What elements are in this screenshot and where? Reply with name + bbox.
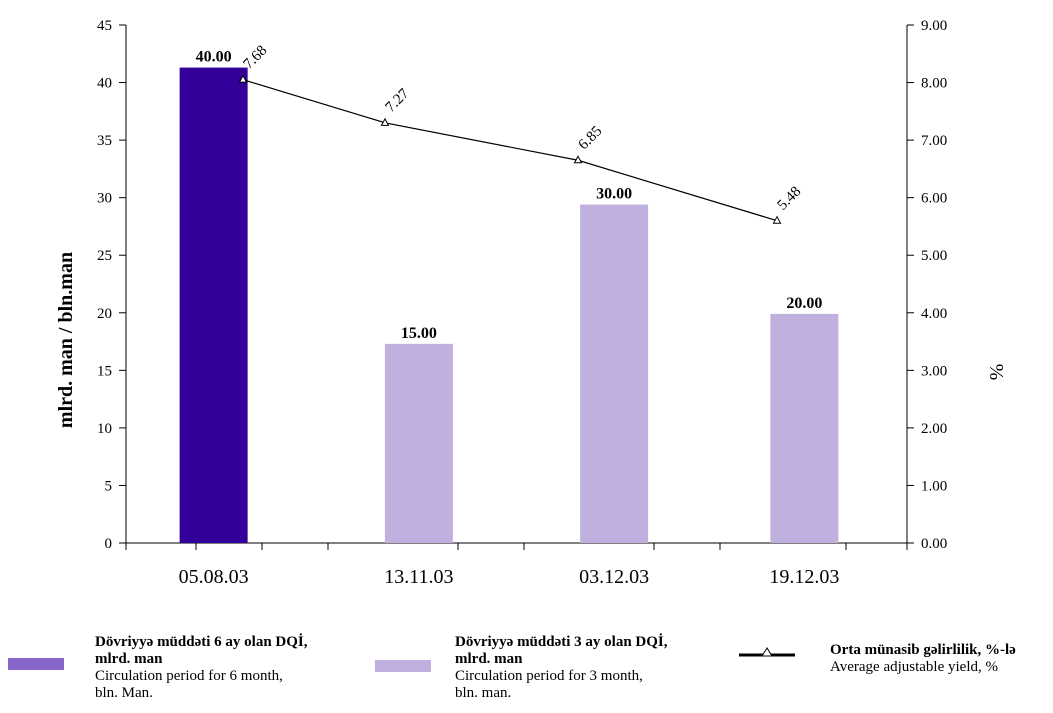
right-tick-label: 9.00	[921, 18, 947, 34]
legend-text-yield-line: Orta münasib gəlirlilik, %-lə Average ad…	[830, 642, 1016, 676]
legend-subtitle: Circulation period for 3 month,	[455, 668, 643, 684]
legend-swatch-line	[739, 647, 795, 657]
yield-point-marker	[238, 74, 248, 83]
legend-subtitle: Circulation period for 6 month,	[95, 668, 283, 684]
bar-value-label: 15.00	[401, 325, 437, 342]
left-tick-label: 30	[97, 191, 112, 207]
right-y-axis: 0.00 1.00 2.00 3.00 4.00 5.00 6.00 7.00 8.00 9.00	[906, 18, 947, 552]
left-y-axis: 0 5 10 15 20 25 30 35 40 45	[97, 18, 127, 552]
legend-swatch-six-month	[8, 658, 64, 670]
legend-title-unit: mlrd. man	[95, 651, 163, 667]
bar	[384, 343, 453, 543]
left-tick-label: 15	[97, 363, 112, 379]
bar	[179, 67, 248, 543]
yield-line-series: 7.687.276.855.48	[238, 43, 805, 224]
right-y-axis-label: %	[985, 364, 1007, 381]
bar-value-label: 30.00	[596, 186, 632, 203]
left-tick-label: 0	[105, 536, 113, 552]
legend-title-unit: mlrd. man	[455, 651, 523, 667]
left-y-axis-label: mlrd. man / bln.man	[55, 252, 77, 428]
yield-line	[242, 79, 778, 222]
right-tick-label: 5.00	[921, 248, 947, 264]
bar	[580, 204, 649, 543]
right-tick-label: 7.00	[921, 133, 947, 149]
legend-swatch-three-month	[375, 660, 431, 672]
legend-subtitle-unit: bln. Man.	[95, 685, 153, 701]
left-tick-label: 40	[97, 76, 112, 92]
x-tick-label: 05.08.03	[179, 566, 249, 588]
right-tick-label: 1.00	[921, 478, 947, 494]
x-axis: 05.08.03 13.11.03 03.12.03 19.12.03	[125, 542, 908, 588]
yield-point-marker	[380, 117, 390, 126]
legend-title: Dövriyyə müddəti 3 ay olan DQİ,	[455, 634, 668, 650]
left-tick-label: 5	[105, 478, 113, 494]
x-tick-label: 19.12.03	[769, 566, 839, 588]
legend-title: Orta münasib gəlirlilik, %-lə	[830, 642, 1016, 658]
yield-value-label: 7.27	[383, 85, 413, 115]
legend-subtitle-unit: bln. man.	[455, 685, 512, 701]
legend-subtitle: Average adjustable yield, %	[830, 659, 998, 675]
bar-line-chart: 0 5 10 15 20 25 30 35 40 45 0.00 1.00 2.00 3.00 4.00 5…	[55, 18, 1007, 588]
legend-text-six-month: Dövriyyə müddəti 6 ay olan DQİ, mlrd. ma…	[95, 634, 308, 702]
yield-point-marker	[573, 155, 583, 164]
bar-value-label: 40.00	[196, 49, 232, 66]
yield-point-marker	[772, 215, 782, 224]
right-tick-label: 6.00	[921, 191, 947, 207]
right-tick-label: 8.00	[921, 76, 947, 92]
left-tick-label: 35	[97, 133, 112, 149]
x-tick-label: 03.12.03	[579, 566, 649, 588]
right-tick-label: 0.00	[921, 536, 947, 552]
left-tick-label: 10	[97, 421, 112, 437]
right-tick-label: 2.00	[921, 421, 947, 437]
right-tick-label: 3.00	[921, 363, 947, 379]
yield-value-label: 5.48	[775, 184, 805, 214]
legend-text-three-month: Dövriyyə müddəti 3 ay olan DQİ, mlrd. ma…	[455, 634, 668, 702]
left-tick-label: 25	[97, 248, 112, 264]
yield-value-label: 6.85	[576, 123, 606, 153]
legend-title: Dövriyyə müddəti 6 ay olan DQİ,	[95, 634, 308, 650]
left-tick-label: 45	[97, 18, 112, 34]
bar	[770, 313, 839, 543]
right-tick-label: 4.00	[921, 306, 947, 322]
bar-series: 40.00 15.00 30.00 20.00	[179, 49, 839, 543]
left-tick-label: 20	[97, 306, 112, 322]
x-tick-label: 13.11.03	[384, 566, 453, 588]
bar-value-label: 20.00	[786, 295, 822, 312]
